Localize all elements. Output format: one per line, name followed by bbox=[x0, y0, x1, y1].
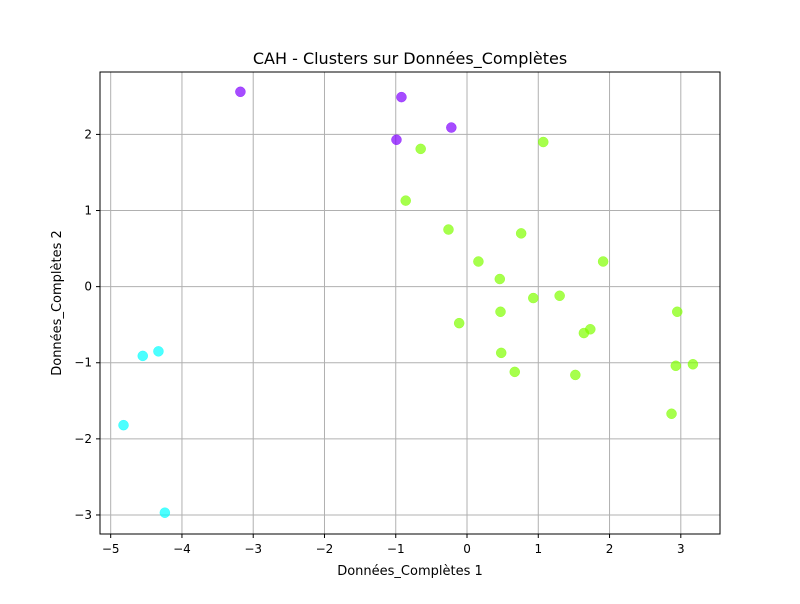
x-tick-label: 1 bbox=[534, 542, 542, 556]
scatter-point bbox=[570, 369, 581, 381]
grid bbox=[100, 72, 720, 534]
x-tick-label: −4 bbox=[173, 542, 191, 556]
x-axis-label: Données_Complètes 1 bbox=[337, 564, 483, 579]
scatter-point bbox=[538, 136, 549, 148]
scatter-point bbox=[391, 134, 402, 145]
scatter-point bbox=[495, 306, 506, 318]
x-tick-label: −2 bbox=[316, 542, 334, 556]
scatter-point bbox=[671, 306, 683, 318]
scatter-point bbox=[554, 290, 565, 302]
scatter-point bbox=[159, 507, 171, 518]
scatter-point bbox=[137, 350, 149, 362]
plot-frame bbox=[99, 71, 721, 535]
scatter-point bbox=[118, 419, 129, 431]
y-tick-label: −1 bbox=[74, 356, 92, 370]
scatter-point bbox=[597, 256, 609, 267]
scatter-point bbox=[396, 91, 407, 103]
y-tick-label: 0 bbox=[84, 280, 92, 294]
y-tick-label: −3 bbox=[74, 508, 92, 522]
x-tick-label: 0 bbox=[463, 542, 471, 556]
scatter-point bbox=[585, 324, 596, 335]
scatter-point bbox=[687, 359, 699, 370]
scatter-point bbox=[443, 224, 454, 235]
data-points bbox=[118, 86, 699, 518]
scatter-point bbox=[446, 122, 457, 133]
y-axis-label: Données_Complètes 2 bbox=[50, 230, 65, 376]
scatter-point bbox=[494, 273, 506, 285]
axis-ticks: −5 −4 −3 −2 −1 0 1 2 3 −3 −2 −1 0 1 2 bbox=[74, 127, 684, 556]
scatter-point bbox=[473, 256, 484, 267]
x-tick-label: 2 bbox=[606, 542, 614, 556]
scatter-point bbox=[415, 143, 426, 155]
chart-title: CAH - Clusters sur Données_Complètes bbox=[253, 49, 567, 69]
scatter-point bbox=[400, 195, 411, 206]
x-tick-label: −3 bbox=[244, 542, 262, 556]
x-tick-label: 3 bbox=[677, 542, 685, 556]
scatter-point bbox=[666, 408, 677, 419]
scatter-point bbox=[153, 346, 164, 357]
y-tick-label: −2 bbox=[74, 432, 92, 446]
x-tick-label: −1 bbox=[387, 542, 405, 556]
scatter-point bbox=[235, 86, 246, 98]
scatter-point bbox=[509, 366, 521, 378]
scatter-point bbox=[495, 347, 507, 359]
scatter-point bbox=[453, 317, 465, 329]
x-tick-label: −5 bbox=[102, 542, 120, 556]
scatter-point bbox=[670, 360, 682, 372]
y-tick-label: 1 bbox=[84, 204, 92, 218]
scatter-point bbox=[528, 292, 539, 304]
y-tick-label: 2 bbox=[84, 127, 92, 141]
scatter-point bbox=[515, 228, 527, 239]
